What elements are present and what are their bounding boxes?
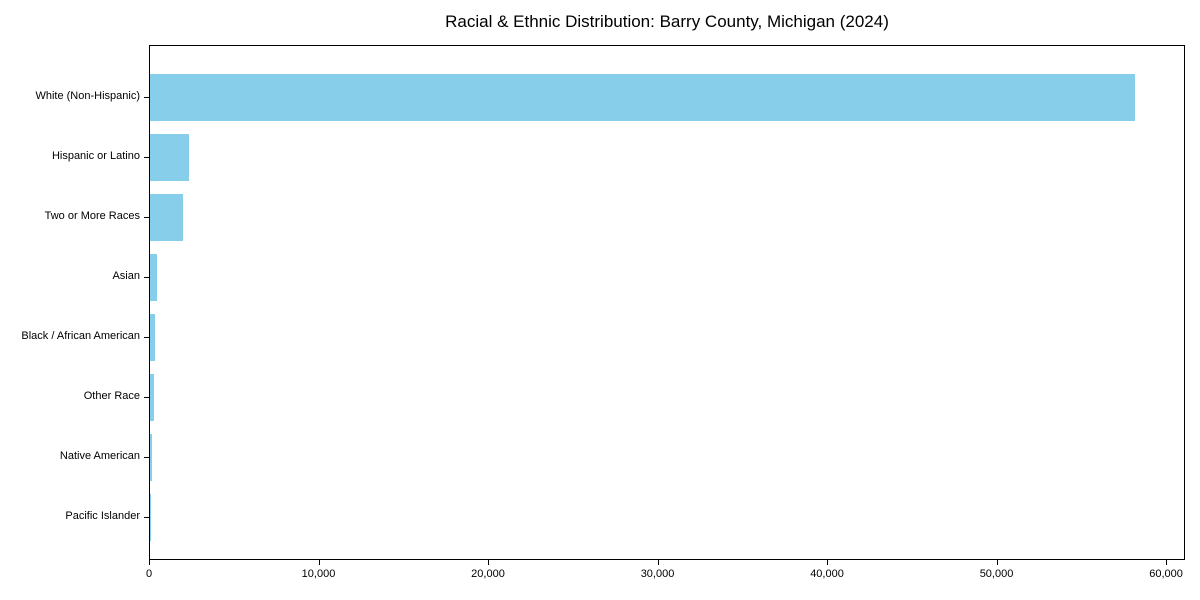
y-tick-label-black-african-american: Black / African American [21, 330, 140, 342]
x-tick-30000 [657, 560, 659, 565]
y-tick-pacific-islander [144, 516, 149, 518]
x-tick-label-20000: 20,000 [471, 568, 505, 580]
y-tick-asian [144, 276, 149, 278]
x-tick-label-50000: 50,000 [979, 568, 1014, 580]
bar-asian [150, 254, 157, 301]
x-tick-label-40000: 40,000 [810, 568, 844, 580]
y-tick-label-pacific-islander: Pacific Islander [65, 510, 140, 522]
y-tick-two-or-more-races [144, 216, 149, 218]
x-tick-label-60000: 60,000 [1149, 568, 1183, 580]
y-tick-native-american [144, 456, 149, 458]
x-tick-60000 [1166, 560, 1168, 565]
y-tick-label-native-american: Native American [59, 450, 140, 462]
y-tick-label-white-non-hispanic: White (Non-Hispanic) [35, 90, 140, 102]
bar-two-or-more-races [150, 194, 184, 241]
chart-title: Racial & Ethnic Distribution: Barry Coun… [445, 12, 889, 31]
x-tick-50000 [996, 560, 998, 565]
y-tick-black-african-american [144, 336, 149, 338]
y-tick-label-asian: Asian [112, 270, 140, 282]
bar-other-race [150, 374, 154, 421]
y-tick-white-non-hispanic [144, 96, 149, 98]
y-tick-label-two-or-more-races: Two or More Races [44, 210, 140, 222]
plot-area [149, 45, 1185, 560]
y-tick-label-hispanic-or-latino: Hispanic or Latino [51, 150, 140, 162]
x-tick-label-30000: 30,000 [640, 568, 675, 580]
x-tick-20000 [488, 560, 489, 565]
bar-black-african-american [150, 314, 155, 361]
x-tick-0 [149, 560, 150, 565]
x-tick-10000 [318, 560, 320, 565]
y-tick-label-other-race: Other Race [83, 390, 140, 402]
bar-hispanic-or-latino [150, 134, 190, 181]
y-tick-hispanic-or-latino [144, 156, 149, 158]
x-tick-label-0: 0 [145, 568, 153, 580]
x-tick-40000 [827, 560, 829, 565]
bar-white-non-hispanic [150, 74, 1135, 121]
x-tick-label-10000: 10,000 [301, 568, 336, 580]
y-tick-other-race [144, 396, 149, 398]
bar-native-american [150, 434, 152, 481]
